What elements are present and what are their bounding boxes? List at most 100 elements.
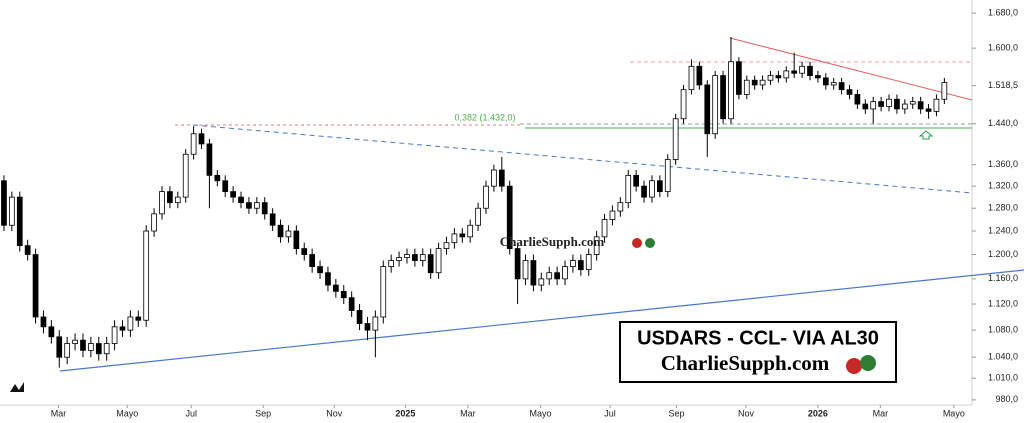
candle-body <box>886 98 892 107</box>
y-tick-label: 1.600,0 <box>988 43 1018 53</box>
candle-body <box>451 233 458 244</box>
candle-body <box>530 260 537 286</box>
candle-body <box>388 260 395 268</box>
candle-body <box>103 343 110 355</box>
candle-body <box>475 207 481 226</box>
y-tick-label: 1.320,0 <box>988 181 1018 191</box>
y-tick-label: 1.010,0 <box>988 373 1018 383</box>
candle-body <box>633 174 639 187</box>
candle-body <box>253 202 260 209</box>
candle-body <box>736 61 742 95</box>
candle-body <box>24 245 31 255</box>
watermark: CharlieSupph.com <box>500 234 605 249</box>
x-tick-label: Mayo <box>530 408 552 418</box>
candle-body <box>688 65 695 91</box>
candle-body <box>277 224 284 238</box>
candle-body <box>925 108 932 112</box>
candle-body <box>933 98 940 112</box>
candle-body <box>64 343 71 358</box>
candle-body <box>799 65 805 74</box>
candle-body <box>198 133 205 145</box>
x-tick-label: Nov <box>326 408 343 418</box>
candle-body <box>593 236 600 255</box>
candle-body <box>88 343 94 351</box>
candle-body <box>538 278 545 286</box>
x-tick-label: 2026 <box>808 408 828 418</box>
candle-body <box>664 159 671 193</box>
x-tick-label: Mayo <box>116 408 138 418</box>
candle-body <box>372 316 379 331</box>
candle-body <box>443 242 450 249</box>
candle-body <box>301 248 308 255</box>
candle-body <box>1 180 7 226</box>
candle-body <box>680 89 687 120</box>
box-title: USDARS - CCL- VIA AL30 <box>637 327 879 349</box>
candle-body <box>641 185 647 198</box>
arrow-icon <box>918 130 934 140</box>
y-tick-label: 1.160,0 <box>988 273 1018 283</box>
y-tick-label: 1.040,0 <box>988 352 1018 362</box>
candle-body <box>269 213 276 226</box>
candle-body <box>743 79 750 95</box>
y-tick-label: 980,0 <box>995 394 1018 404</box>
candle-body <box>822 77 829 86</box>
x-tick-label: Nov <box>738 408 755 418</box>
candle-body <box>815 75 821 79</box>
candle-body <box>609 210 616 220</box>
candle-body <box>348 297 355 311</box>
x-tick-label: Jul <box>185 408 197 418</box>
candle-body <box>506 185 513 249</box>
candle-body <box>419 254 426 261</box>
candle-body <box>838 82 845 91</box>
x-tick-label: Mar <box>460 408 476 418</box>
box-icon-down <box>846 358 862 374</box>
candle-body <box>514 248 521 280</box>
candle-body <box>56 336 63 358</box>
candle-body <box>48 326 55 338</box>
candle-body <box>830 82 837 86</box>
x-tick-label: Mar <box>873 408 889 418</box>
y-tick-label: 1.680,0 <box>988 7 1018 17</box>
candle-body <box>617 202 624 212</box>
candle-body <box>720 75 726 120</box>
fib-label: 0,382 (1.432,0) <box>454 112 515 122</box>
candle-body <box>577 260 584 271</box>
x-tick-label: 2025 <box>395 408 415 418</box>
candle-body <box>546 272 553 280</box>
y-tick-label: 1.518,5 <box>988 80 1018 90</box>
candle-body <box>427 254 434 274</box>
x-tick-label: Jul <box>604 408 616 418</box>
candle-body <box>894 98 900 110</box>
icon-down <box>632 238 642 248</box>
candle-body <box>95 343 102 355</box>
box-icon-up <box>860 355 876 371</box>
candle-body <box>601 219 608 238</box>
candle-body <box>174 196 181 204</box>
candle-body <box>704 84 711 135</box>
candle-body <box>570 260 576 268</box>
candle-body <box>340 290 347 299</box>
candle-body <box>917 101 924 110</box>
candle-body <box>214 174 221 182</box>
trendline-resistance <box>729 37 973 101</box>
candle-body <box>261 202 268 215</box>
candle-body <box>309 254 315 268</box>
tv-logo <box>10 382 24 392</box>
y-tick-label: 1.440,0 <box>988 118 1018 128</box>
x-tick-label: Mar <box>51 408 67 418</box>
candle-body <box>119 326 126 331</box>
trendline-dashed <box>192 124 973 194</box>
candle-body <box>862 103 869 110</box>
y-tick-label: 1.360,0 <box>988 159 1018 169</box>
y-tick-label: 1.240,0 <box>988 225 1018 235</box>
candle-body <box>909 101 916 105</box>
candle-body <box>206 143 213 176</box>
candle-body <box>167 191 173 204</box>
candle-body <box>712 75 719 135</box>
candle-body <box>182 153 189 198</box>
candle-body <box>333 284 339 292</box>
candle-body <box>135 316 142 321</box>
candle-body <box>380 266 387 318</box>
y-tick-label: 1.080,0 <box>988 325 1018 335</box>
